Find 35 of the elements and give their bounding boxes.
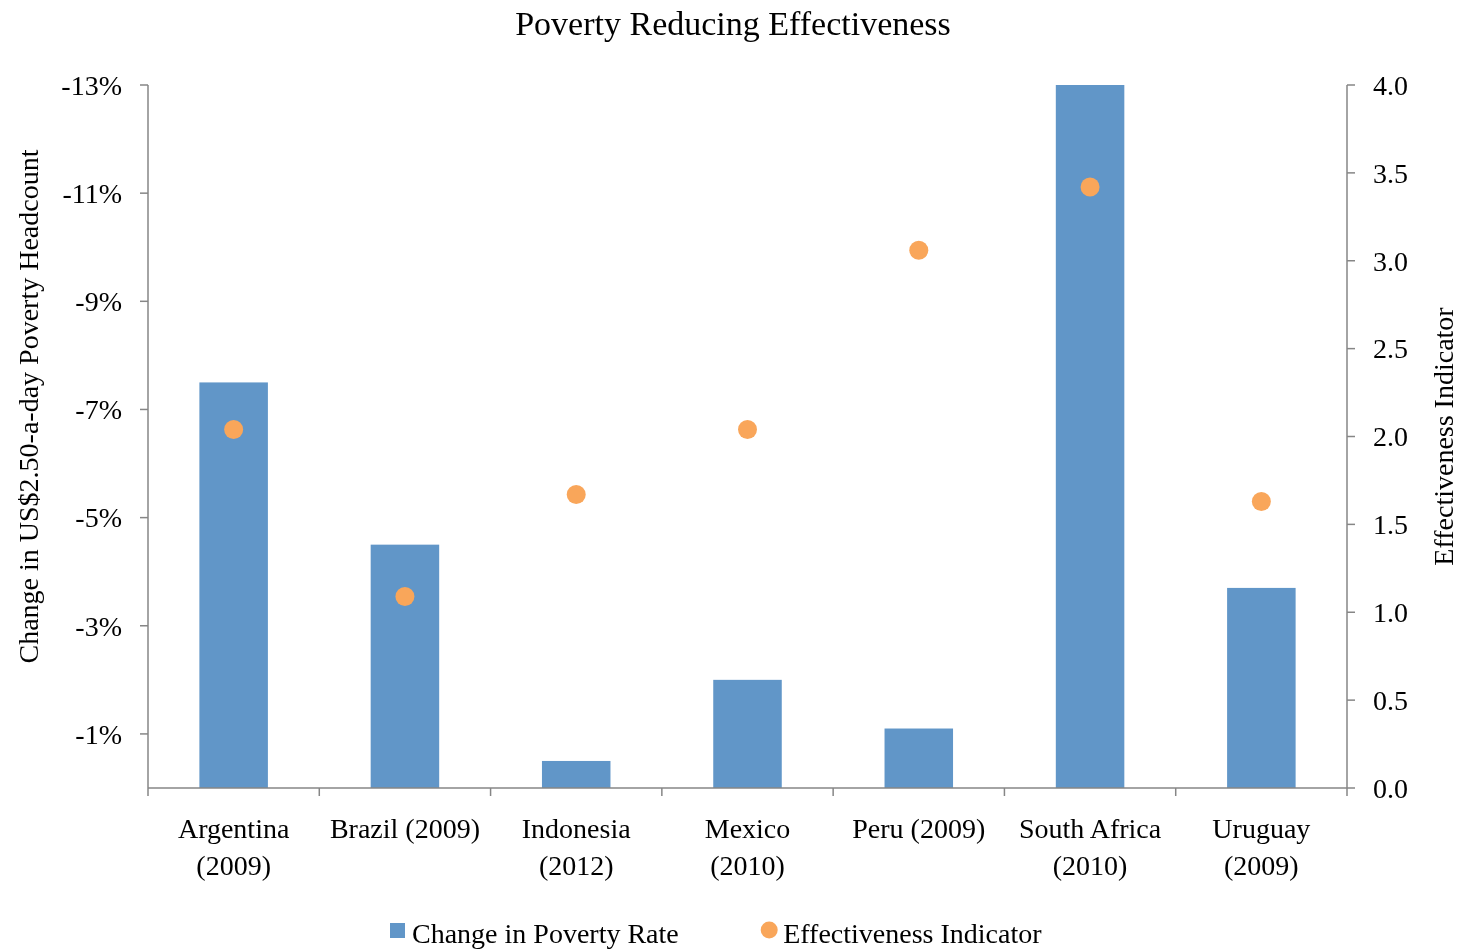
point	[566, 485, 586, 504]
x-tick-label: Brazil (2009)	[329, 813, 480, 844]
y2-tick-label: 3.5	[1373, 157, 1408, 189]
point	[1080, 177, 1100, 197]
y-axis-title: Change in US$2.50-a-day Poverty Headcount	[13, 149, 44, 664]
x-tick-label: Indonesia (2012)	[521, 813, 632, 881]
point	[909, 240, 929, 260]
x-tick-label: Mexico (2010)	[704, 813, 791, 881]
y2-tick-label: 3.0	[1373, 245, 1408, 277]
y-tick-label: -5%	[75, 502, 122, 534]
y-tick-label: -3%	[75, 610, 122, 642]
y2-tick-label: 1.5	[1373, 509, 1408, 541]
y2-tick-label: 4.0	[1373, 69, 1408, 101]
x-tick-label: Argentina (2009)	[177, 813, 290, 881]
y-tick-label: -1%	[75, 718, 122, 750]
x-tick-label: Uruguay (2009)	[1212, 813, 1311, 881]
y-tick-label: -11%	[62, 177, 122, 209]
y-tick-label: -13%	[61, 69, 122, 101]
y2-tick-label: 0.0	[1373, 772, 1408, 804]
y-tick-label: -9%	[75, 286, 122, 318]
y2-tick-label: 2.5	[1373, 333, 1408, 365]
legend-label: Effectiveness Indicator	[783, 918, 1043, 949]
y-tick-label: -7%	[75, 394, 122, 426]
point	[224, 419, 244, 439]
y2-tick-label: 0.5	[1373, 684, 1408, 716]
x-tick-label: Peru (2009)	[852, 813, 986, 844]
point	[1251, 492, 1271, 512]
chart-title: Poverty Reducing Effectiveness	[515, 5, 951, 42]
point	[395, 586, 415, 606]
y2-tick-label: 1.0	[1373, 597, 1408, 629]
y2-tick-label: 2.0	[1373, 421, 1408, 453]
x-tick-label: South Africa (2010)	[1018, 813, 1162, 881]
legend-label: Change in Poverty Rate	[412, 918, 679, 949]
y2-axis-title: Effectiveness Indicator	[1428, 306, 1459, 566]
point	[738, 419, 757, 439]
